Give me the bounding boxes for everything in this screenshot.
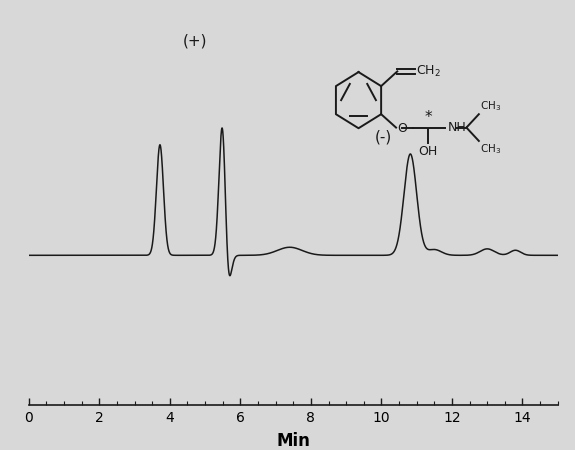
Text: (-): (-) — [375, 130, 392, 145]
Text: (+): (+) — [182, 33, 207, 48]
X-axis label: Min: Min — [277, 432, 310, 450]
